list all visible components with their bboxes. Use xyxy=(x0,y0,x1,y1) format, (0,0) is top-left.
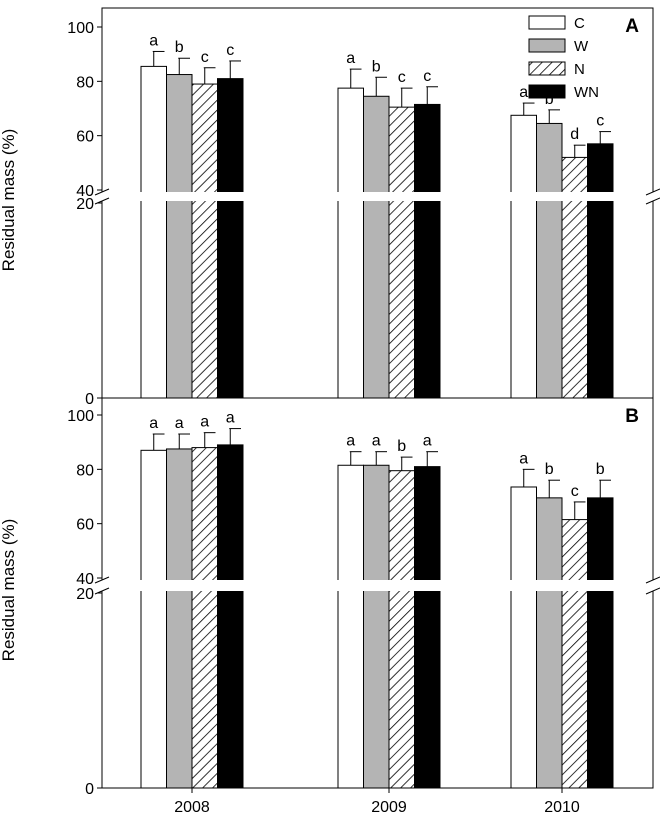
significance-letter: d xyxy=(570,126,579,143)
bar xyxy=(140,449,167,789)
legend-swatch xyxy=(528,84,566,99)
bar xyxy=(191,447,218,789)
axis-break-mark xyxy=(94,188,110,196)
bar xyxy=(217,444,244,789)
bar xyxy=(536,497,563,789)
axis-break-mark xyxy=(645,587,660,595)
legend-label: C xyxy=(574,15,585,32)
significance-letter: c xyxy=(398,69,406,86)
legend-swatch xyxy=(528,15,566,30)
bar xyxy=(587,497,614,789)
significance-letter: b xyxy=(397,438,406,455)
bar xyxy=(363,464,390,789)
y-tick-label: 20 xyxy=(76,196,94,213)
legend-swatch xyxy=(528,38,566,53)
bar xyxy=(191,83,218,399)
significance-letter: a xyxy=(149,415,158,432)
y-tick-label: 80 xyxy=(76,74,94,91)
x-tick-label: 2008 xyxy=(174,799,210,816)
significance-letter: c xyxy=(423,68,431,85)
significance-letter: a xyxy=(226,410,235,427)
bar xyxy=(337,87,364,399)
y-axis-label: Residual mass (%) xyxy=(0,129,18,272)
axis-break-mark xyxy=(645,188,660,196)
y-tick-label: 0 xyxy=(85,391,94,408)
bar xyxy=(140,65,167,399)
y-tick-label: 40 xyxy=(76,183,94,200)
axis-break-mark xyxy=(645,197,660,205)
bar xyxy=(510,114,537,399)
bar xyxy=(363,95,390,399)
significance-letter: b xyxy=(596,461,605,478)
legend-swatch xyxy=(528,61,566,76)
significance-letter: c xyxy=(596,113,604,130)
x-tick-label: 2009 xyxy=(371,799,407,816)
y-tick-label: 60 xyxy=(76,129,94,146)
bar xyxy=(561,519,588,789)
bar xyxy=(166,74,193,399)
significance-letter: a xyxy=(519,84,528,101)
bar xyxy=(536,122,563,399)
axis-break-gap xyxy=(96,580,659,591)
bar xyxy=(510,486,537,789)
significance-letter: b xyxy=(372,58,381,75)
significance-letter: c xyxy=(201,49,209,66)
significance-letter: b xyxy=(545,91,554,108)
bar xyxy=(388,106,415,399)
significance-letter: a xyxy=(423,433,432,450)
y-tick-label: 100 xyxy=(67,408,94,425)
significance-letter: c xyxy=(571,483,579,500)
significance-letter: a xyxy=(200,414,209,431)
legend-label: WN xyxy=(574,84,599,101)
panel-label: A xyxy=(625,16,639,37)
bar xyxy=(414,466,441,789)
x-tick-label: 2010 xyxy=(544,799,580,816)
y-axis-label: Residual mass (%) xyxy=(0,519,18,662)
panel-label: B xyxy=(625,406,639,427)
axis-break-mark xyxy=(94,576,110,584)
significance-letter: b xyxy=(175,39,184,56)
y-tick-label: 40 xyxy=(76,571,94,588)
bar xyxy=(414,103,441,399)
significance-letter: a xyxy=(149,32,158,49)
axis-break-gap xyxy=(96,192,659,201)
legend-label: W xyxy=(574,38,589,55)
legend-label: N xyxy=(574,61,585,78)
y-tick-label: 20 xyxy=(76,586,94,603)
bar xyxy=(337,464,364,789)
significance-letter: c xyxy=(226,42,234,59)
significance-letter: a xyxy=(519,450,528,467)
bar xyxy=(166,448,193,789)
significance-letter: b xyxy=(545,461,554,478)
y-tick-label: 100 xyxy=(67,20,94,37)
y-tick-label: 60 xyxy=(76,517,94,534)
bar xyxy=(388,470,415,789)
bar xyxy=(217,78,244,399)
significance-letter: a xyxy=(175,415,184,432)
axis-break-mark xyxy=(645,576,660,584)
significance-letter: a xyxy=(346,50,355,67)
y-tick-label: 0 xyxy=(85,781,94,798)
significance-letter: a xyxy=(372,433,381,450)
bar xyxy=(587,143,614,399)
significance-letter: a xyxy=(346,433,355,450)
y-tick-label: 80 xyxy=(76,462,94,479)
